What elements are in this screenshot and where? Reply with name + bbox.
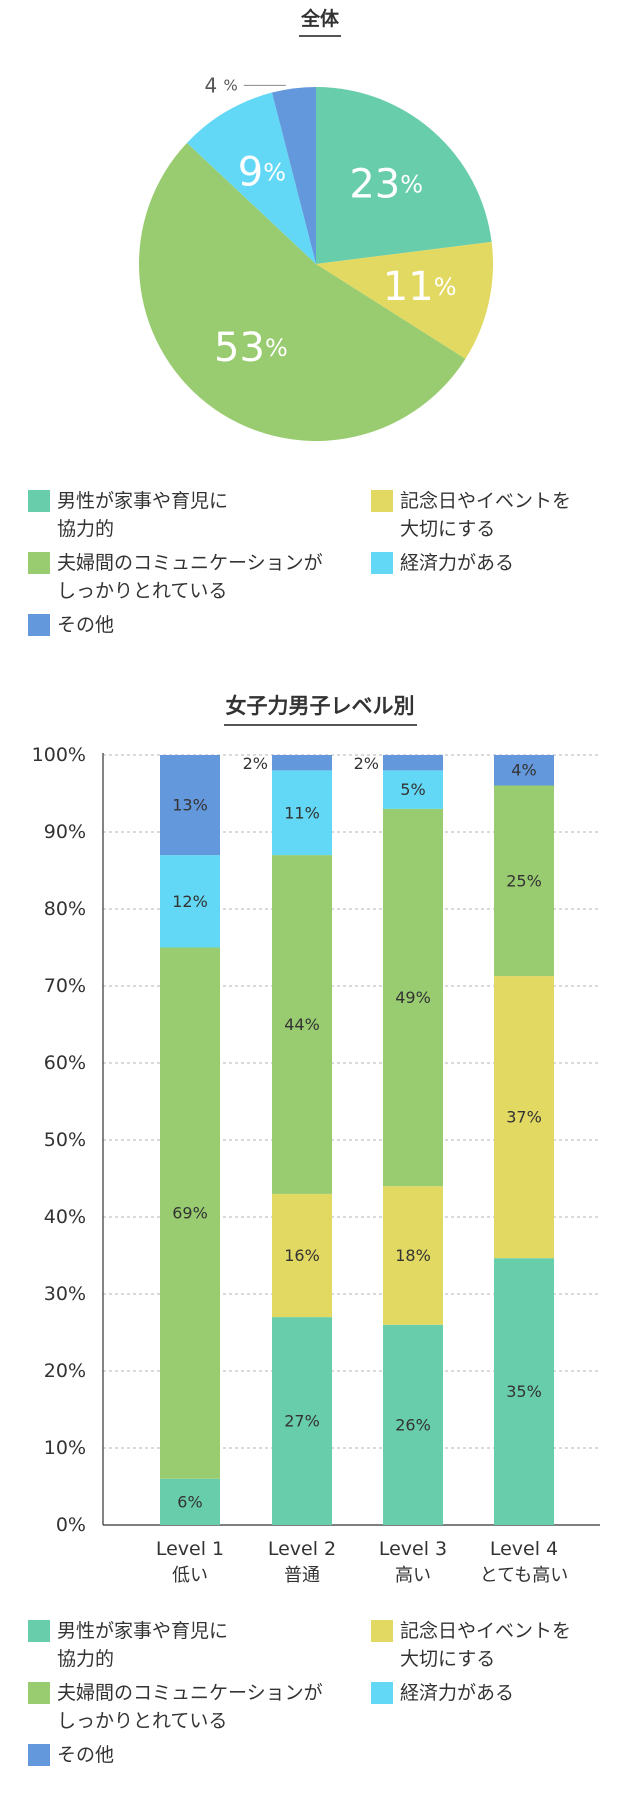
bar-data-label: 16% xyxy=(284,1246,320,1265)
bar-segment-communication xyxy=(160,947,220,1479)
legend-swatch xyxy=(371,1620,393,1642)
bar-data-label: 5% xyxy=(400,780,425,799)
legend-item-other: その他 xyxy=(28,1741,114,1769)
bar-data-label: 11% xyxy=(284,803,320,822)
legend-swatch xyxy=(28,1620,50,1642)
x-category-sublabel: 高い xyxy=(395,1565,431,1586)
bar-segment-communication xyxy=(383,808,443,1187)
bar-data-label: 4% xyxy=(511,761,536,780)
y-tick-label: 70% xyxy=(44,975,86,997)
pie-slice-communication xyxy=(138,142,466,442)
legend-label: その他 xyxy=(57,614,115,636)
legend-label: 記念日やイベントを 大切にする xyxy=(400,1620,572,1670)
pie-chart-legend: 男性が家事や育児に 協力的 記念日やイベントを 大切にする夫婦間のコミュニケーショ… xyxy=(0,487,640,677)
y-tick-label: 0% xyxy=(56,1514,86,1536)
pie-chart: 23%11%53%9%4 % xyxy=(138,73,493,442)
y-tick-label: 100% xyxy=(32,744,86,766)
legend-label: 男性が家事や育児に 協力的 xyxy=(57,1620,229,1670)
legend-item-male_cooperative: 男性が家事や育児に 協力的 xyxy=(28,487,228,543)
legend-label: 男性が家事や育児に 協力的 xyxy=(57,490,229,540)
bar-data-label: 37% xyxy=(506,1108,542,1127)
legend-swatch xyxy=(371,552,393,574)
pie-slice-financial xyxy=(186,92,316,264)
bar-segment-financial xyxy=(272,770,332,856)
y-tick-label: 50% xyxy=(44,1129,86,1151)
pie-slice-male_cooperative xyxy=(316,87,492,264)
bar-segment-male_cooperative xyxy=(160,1478,220,1525)
bar-data-label: 18% xyxy=(395,1246,431,1265)
bar-segment-other xyxy=(160,755,220,856)
bar-segment-financial xyxy=(160,855,220,948)
legend-label: 経済力がある xyxy=(400,552,515,574)
y-tick-label: 80% xyxy=(44,898,86,920)
legend-item-anniversaries: 記念日やイベントを 大切にする xyxy=(371,1617,571,1673)
legend-swatch xyxy=(371,490,393,512)
legend-item-other: その他 xyxy=(28,611,114,639)
legend-item-communication: 夫婦間のコミュニケーションが しっかりとれている xyxy=(28,1679,323,1735)
bar-data-label: 12% xyxy=(172,892,208,911)
bar-segment-anniversaries xyxy=(494,976,554,1259)
bar-segment-anniversaries xyxy=(383,1186,443,1325)
bar-segment-male_cooperative xyxy=(494,1258,554,1525)
legend-swatch xyxy=(28,490,50,512)
legend-item-anniversaries: 記念日やイベントを 大切にする xyxy=(371,487,571,543)
bar-data-label: 26% xyxy=(395,1415,431,1434)
legend-item-financial: 経済力がある xyxy=(371,549,514,577)
legend-item-communication: 夫婦間のコミュニケーションが しっかりとれている xyxy=(28,549,323,605)
x-category-sublabel: 低い xyxy=(172,1565,208,1586)
pie-chart-title: 全体 xyxy=(0,4,640,37)
bar-data-label: 2% xyxy=(354,754,379,773)
bar-segment-other xyxy=(383,755,443,771)
bar-segment-other xyxy=(494,755,554,786)
x-category-sublabel: とても高い xyxy=(480,1565,569,1586)
bar-segment-communication xyxy=(494,785,554,977)
bar-data-label: 25% xyxy=(506,871,542,890)
bar-data-label: 44% xyxy=(284,1015,320,1034)
bar-data-label: 27% xyxy=(284,1412,320,1431)
y-tick-label: 20% xyxy=(44,1360,86,1382)
y-tick-label: 60% xyxy=(44,1052,86,1074)
x-category-label: Level 2 xyxy=(268,1538,336,1560)
y-tick-label: 10% xyxy=(44,1437,86,1459)
legend-swatch xyxy=(28,1682,50,1704)
pie-label-other: 4 % xyxy=(204,73,237,97)
bar-segment-financial xyxy=(383,770,443,809)
x-category-label: Level 3 xyxy=(379,1538,447,1560)
legend-swatch xyxy=(28,1744,50,1766)
legend-label: 経済力がある xyxy=(400,1682,515,1704)
bar-data-label: 69% xyxy=(172,1204,208,1223)
bar-segment-other xyxy=(272,755,332,771)
x-category-label: Level 1 xyxy=(156,1538,224,1560)
legend-item-male_cooperative: 男性が家事や育児に 協力的 xyxy=(28,1617,228,1673)
bar-data-label: 35% xyxy=(506,1382,542,1401)
pie-slice-other xyxy=(271,87,316,264)
legend-item-financial: 経済力がある xyxy=(371,1679,514,1707)
legend-swatch xyxy=(371,1682,393,1704)
bar-data-label: 2% xyxy=(243,754,268,773)
y-tick-label: 40% xyxy=(44,1206,86,1228)
legend-label: 記念日やイベントを 大切にする xyxy=(400,490,572,540)
x-category-sublabel: 普通 xyxy=(284,1565,320,1586)
y-tick-label: 90% xyxy=(44,821,86,843)
bar-data-label: 6% xyxy=(177,1492,202,1511)
bar-segment-male_cooperative xyxy=(383,1324,443,1525)
bar-chart-title: 女子力男子レベル別 xyxy=(0,690,640,726)
legend-swatch xyxy=(28,552,50,574)
bar-data-label: 49% xyxy=(395,988,431,1007)
pie-slice-anniversaries xyxy=(316,241,493,359)
x-category-label: Level 4 xyxy=(490,1538,558,1560)
bar-chart-legend: 男性が家事や育児に 協力的 記念日やイベントを 大切にする夫婦間のコミュニケーショ… xyxy=(0,1617,640,1807)
legend-swatch xyxy=(28,614,50,636)
bar-segment-communication xyxy=(272,855,332,1194)
y-tick-label: 30% xyxy=(44,1283,86,1305)
bar-data-label: 13% xyxy=(172,796,208,815)
bar-segment-anniversaries xyxy=(272,1193,332,1318)
legend-label: その他 xyxy=(57,1744,115,1766)
bar-segment-male_cooperative xyxy=(272,1317,332,1525)
stacked-bar-chart: 0% 10% 20% 30% 40% 50% 60% 70% 80% 90% 100% 6% 69% 12… xyxy=(32,744,600,1586)
legend-label: 夫婦間のコミュニケーションが しっかりとれている xyxy=(57,1682,323,1732)
legend-label: 夫婦間のコミュニケーションが しっかりとれている xyxy=(57,552,323,602)
